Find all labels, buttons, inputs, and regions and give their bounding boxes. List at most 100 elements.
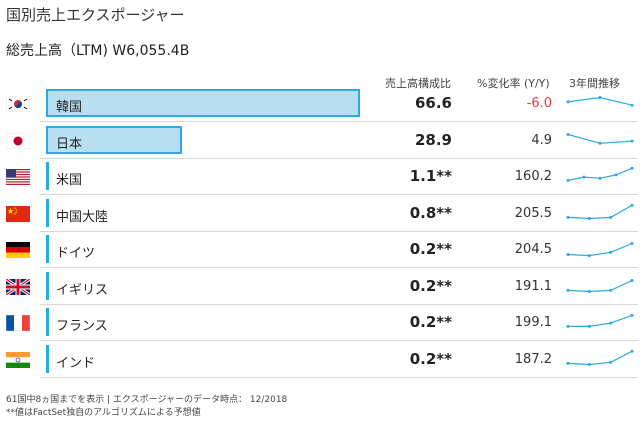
trend-point [630,242,634,245]
trend-point [566,324,570,328]
trend-point [609,250,613,254]
trend-sparkline [566,278,634,293]
change-value: -6.0 [526,96,552,111]
country-row: ドイツ 0.2** 204.5 [0,232,640,268]
country-row: 中国大陸 0.8** 205.5 [0,196,640,232]
india-flag-icon [6,351,30,368]
trend-point [582,175,586,179]
trend-point [630,313,634,317]
share-value: 0.2** [409,313,452,331]
trend-point [598,176,602,180]
total-sales: 総売上高（LTM) W6,055.4B [6,43,190,59]
country-row: 韓国 66.6 -6.0 [0,86,640,122]
trend-point [630,203,634,207]
change-value: 204.5 [514,242,552,257]
header-share: 売上高構成比 [385,77,451,90]
country-label: インド [56,355,96,371]
trend-point [609,360,613,364]
trend-point [587,216,591,220]
trend-point [609,215,613,219]
trend-point [630,278,634,282]
row-divider [40,376,638,378]
trend-point [587,254,591,258]
trend-sparkline [566,242,634,258]
footnote-data-date: 61国中8ヵ国までを表示 | エクスポージャーのデータ時点： 12/2018 [6,395,288,405]
footnote-estimate: **値はFactSet独自のアルゴリズムによる予想値 [6,408,201,418]
share-value: 0.8** [409,203,452,222]
country-row: フランス 0.2** 199.1 [0,305,640,341]
trend-point [598,141,602,145]
row-divider [40,230,638,232]
share-value: 1.1** [409,167,452,185]
trend-point [630,103,634,107]
trend-sparkline [566,203,634,220]
trend-point [566,215,570,219]
trend-point [614,173,618,177]
trend-line [567,242,633,257]
share-bar [46,308,49,336]
trend-sparkline [566,132,634,145]
trend-sparkline [566,96,634,107]
country-label: 中国大陸 [56,209,109,225]
country-label: 米国 [56,173,83,188]
change-value: 205.5 [514,205,552,221]
row-divider [40,121,638,122]
change-value: 160.2 [514,169,552,184]
country-row: 米国 1.1** 160.2 [0,159,640,195]
trend-line [567,204,633,219]
row-divider [40,303,638,305]
france-flag-icon [6,315,30,331]
change-value: 199.1 [514,315,552,330]
trend-point [587,324,591,328]
trend-point [630,349,634,353]
share-value: 28.9 [414,130,452,149]
share-bar [46,344,49,373]
usa-flag-icon [6,169,30,185]
share-value: 66.6 [414,94,452,112]
country-row: インド 0.2** 187.2 [0,342,640,378]
trend-point [566,132,570,136]
share-value: 0.2** [409,349,452,368]
share-value: 0.2** [409,240,452,258]
trend-point [566,253,570,256]
trend-line [567,279,633,292]
trend-sparkline [566,166,634,182]
country-label: 韓国 [56,100,83,115]
trend-point [598,96,602,99]
trend-point [630,139,634,143]
share-bar [46,125,182,154]
row-divider [40,267,638,268]
share-bar [46,162,49,190]
trend-point [609,288,613,292]
change-value: 4.9 [531,132,552,148]
trend-point [566,361,570,365]
header-trend: 3年間推移 [569,77,620,90]
trend-point [566,288,570,292]
share-bar [46,235,49,263]
trend-sparkline [566,313,634,328]
trend-point [630,166,634,170]
trend-line [567,350,633,365]
change-value: 191.1 [514,278,552,294]
trend-point [566,100,570,104]
change-value: 187.2 [514,351,552,367]
share-bar [46,89,360,117]
trend-point [587,289,591,293]
uk-flag-icon [6,278,30,295]
trend-point [587,362,591,366]
trend-sparkline [566,349,634,366]
trend-line [568,314,633,327]
country-row: 日本 28.9 4.9 [0,123,640,159]
country-row: イギリス 0.2** 191.1 [0,269,640,305]
trend-point [609,321,613,325]
chart-title: 国別売上エクスポージャー [6,6,185,24]
country-label: ドイツ [56,246,96,261]
row-divider [40,340,638,341]
country-label: フランス [56,319,108,334]
china-flag-icon [6,205,30,222]
korea-flag-icon [6,96,30,112]
country-label: 日本 [56,136,83,152]
germany-flag-icon [6,242,30,258]
country-label: イギリス [56,282,109,298]
